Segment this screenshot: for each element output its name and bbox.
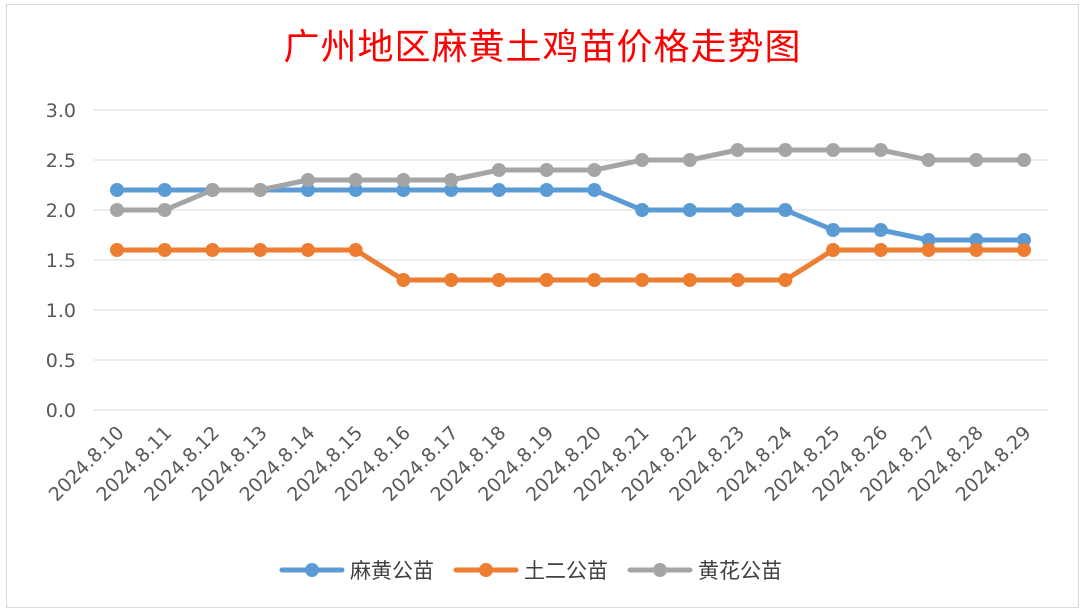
y-tick-label: 0.0: [46, 400, 76, 422]
data-point: [635, 153, 650, 167]
data-point: [587, 183, 602, 197]
data-point: [1017, 243, 1031, 257]
data-point: [969, 233, 984, 247]
x-axis-ticks: 2024.8.102024.8.112024.8.122024.8.132024…: [45, 422, 1036, 506]
data-point: [682, 273, 697, 287]
data-point: [730, 143, 745, 157]
data-point: [778, 143, 793, 157]
legend-marker: [479, 563, 493, 577]
data-point: [157, 203, 172, 217]
data-point: [682, 153, 697, 167]
data-point: [348, 173, 363, 187]
legend: 麻黄公苗 土二公苗 黄花公苗: [279, 559, 782, 583]
data-point: [396, 173, 411, 187]
data-point: [300, 183, 315, 197]
data-point: [444, 183, 459, 197]
legend-label: 土二公苗: [524, 559, 608, 583]
chart-title: 广州地区麻黄土鸡苗价格走势图: [283, 27, 802, 68]
data-point: [730, 273, 745, 287]
y-tick-label: 1.5: [46, 250, 76, 272]
data-point: [635, 203, 650, 217]
data-point: [969, 153, 984, 167]
legend-marker: [305, 563, 319, 577]
data-point: [826, 143, 841, 157]
series-points: [110, 143, 1031, 287]
series-lines: [114, 147, 1027, 283]
data-point: [205, 183, 220, 197]
data-point: [396, 273, 411, 287]
data-point: [1017, 233, 1031, 247]
data-point: [253, 243, 268, 257]
series-line-0: [114, 187, 1027, 243]
chart-frame: [6, 4, 1079, 608]
y-tick-label: 3.0: [46, 100, 76, 122]
y-tick-label: 0.5: [46, 350, 76, 372]
data-point: [205, 243, 220, 257]
data-point: [921, 243, 936, 257]
grid-lines: [94, 109, 1048, 411]
data-point: [778, 203, 793, 217]
data-point: [110, 183, 124, 197]
y-tick-label: 1.0: [46, 300, 76, 322]
data-point: [491, 163, 506, 177]
data-point: [730, 203, 745, 217]
y-tick-label: 2.0: [46, 200, 76, 222]
legend-label: 麻黄公苗: [350, 559, 434, 583]
data-point: [110, 243, 124, 257]
data-point: [396, 183, 411, 197]
data-point: [873, 243, 888, 257]
data-point: [539, 273, 554, 287]
data-point: [587, 273, 602, 287]
data-point: [1017, 153, 1031, 167]
data-point: [444, 273, 459, 287]
data-point: [826, 243, 841, 257]
series-line-2: [114, 147, 1027, 213]
data-point: [157, 183, 172, 197]
data-point: [873, 223, 888, 237]
data-point: [348, 183, 363, 197]
data-point: [444, 173, 459, 187]
legend-label: 黄花公苗: [698, 559, 782, 583]
data-point: [587, 163, 602, 177]
data-point: [491, 273, 506, 287]
data-point: [873, 143, 888, 157]
data-point: [969, 243, 984, 257]
data-point: [253, 183, 268, 197]
data-point: [157, 243, 172, 257]
data-point: [635, 273, 650, 287]
data-point: [682, 203, 697, 217]
data-point: [826, 223, 841, 237]
data-point: [539, 163, 554, 177]
data-point: [491, 183, 506, 197]
data-point: [300, 243, 315, 257]
data-point: [921, 153, 936, 167]
legend-marker: [653, 563, 667, 577]
y-axis-ticks: 0.0 0.5 1.0 1.5 2.0 2.5 3.0: [46, 100, 76, 422]
data-point: [110, 203, 124, 217]
data-point: [921, 233, 936, 247]
data-point: [300, 173, 315, 187]
data-point: [539, 183, 554, 197]
data-point: [348, 243, 363, 257]
y-tick-label: 2.5: [46, 150, 76, 172]
series-line-1: [114, 247, 1027, 283]
data-point: [778, 273, 793, 287]
